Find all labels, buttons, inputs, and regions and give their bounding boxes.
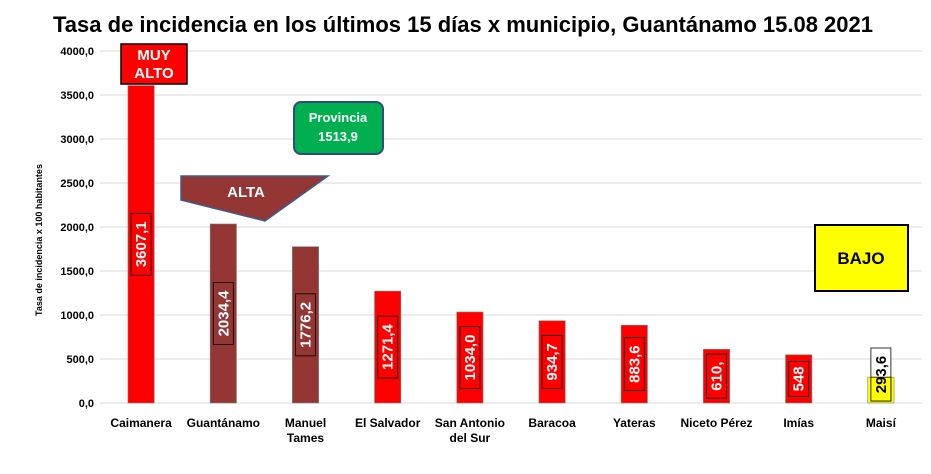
bar (785, 354, 813, 404)
y-tick-label: 2000,0 (60, 222, 94, 234)
x-tick-label: Yateras (613, 416, 656, 430)
bajo-callout: BAJO (814, 224, 909, 292)
y-tick-label: 1500,0 (60, 266, 94, 278)
bars: 3607,1 2034,4 1776,2 1271,4 1034,0 934,7 883,6… (127, 85, 895, 404)
y-tick-label: 1000,0 (60, 310, 94, 322)
alta-callout: ALTA (180, 175, 331, 222)
data-label: 1034,0 (462, 335, 479, 381)
x-tick-label: Imías (783, 416, 814, 430)
data-label: 934,7 (544, 343, 561, 381)
chart-title: Tasa de incidencia en los últimos 15 día… (53, 12, 873, 37)
bar (456, 311, 484, 404)
x-tick-label: Manuel (285, 416, 326, 430)
x-tick-label: San Antonio (435, 416, 505, 430)
bar (374, 290, 402, 404)
y-axis-label: Tasa de incidencia x 100 habitantes (34, 164, 44, 316)
data-label-box (541, 334, 563, 389)
muy-alto-line2: ALTO (134, 65, 174, 82)
data-label: 883,6 (626, 345, 643, 383)
x-tick-label: Baracoa (528, 416, 576, 430)
muy-alto-line1: MUY (137, 47, 170, 64)
y-tick-labels: 0,0 500,0 1000,0 1500,0 2000,0 2500,0 3000,0 35… (60, 46, 94, 410)
y-tick-label: 4000,0 (60, 46, 94, 58)
data-label-box (706, 353, 727, 399)
y-tick-label: 500,0 (66, 354, 94, 366)
data-label: 3607,1 (133, 221, 150, 267)
bar (209, 223, 237, 404)
muy-alto-callout: MUY ALTO (120, 43, 188, 85)
data-label-box (459, 326, 481, 389)
data-label-box (212, 282, 234, 345)
bar (292, 246, 319, 404)
x-tick-label: Tames (287, 431, 324, 445)
bar (538, 320, 566, 404)
bajo-label: BAJO (837, 249, 884, 268)
y-tick-label: 3500,0 (60, 90, 94, 102)
x-tick-label: El Salvador (355, 416, 421, 430)
y-tick-label: 2500,0 (60, 178, 94, 190)
data-label: 548 (791, 366, 808, 391)
x-tick-label: Guantánamo (187, 416, 260, 430)
data-label-box (377, 315, 399, 379)
x-tick-label: del Sur (450, 431, 491, 445)
alta-label: ALTA (227, 184, 265, 201)
bar (703, 349, 730, 404)
provincia-callout: Provincia 1513,9 (293, 101, 384, 155)
y-tick-label: 0,0 (79, 398, 94, 410)
data-label: 610, (709, 362, 726, 391)
data-label: 1776,2 (298, 302, 315, 348)
provincia-value: 1513,9 (318, 129, 358, 144)
bar (620, 324, 648, 404)
data-label-box (130, 212, 152, 276)
data-label-box (295, 293, 316, 357)
data-label-box (623, 337, 645, 392)
data-label: 2034,4 (215, 290, 232, 337)
x-tick-label: Maisí (866, 416, 897, 430)
x-tick-label: Niceto Pérez (680, 416, 752, 430)
bar (127, 85, 155, 404)
provincia-label: Provincia (309, 110, 368, 125)
x-tick-label: Caimanera (110, 416, 172, 430)
y-tick-label: 3000,0 (60, 134, 94, 146)
data-label: 1271,4 (380, 323, 397, 370)
data-label-box-fill (870, 376, 892, 402)
data-label-box (788, 360, 810, 397)
data-label: 293,6 (873, 356, 890, 394)
